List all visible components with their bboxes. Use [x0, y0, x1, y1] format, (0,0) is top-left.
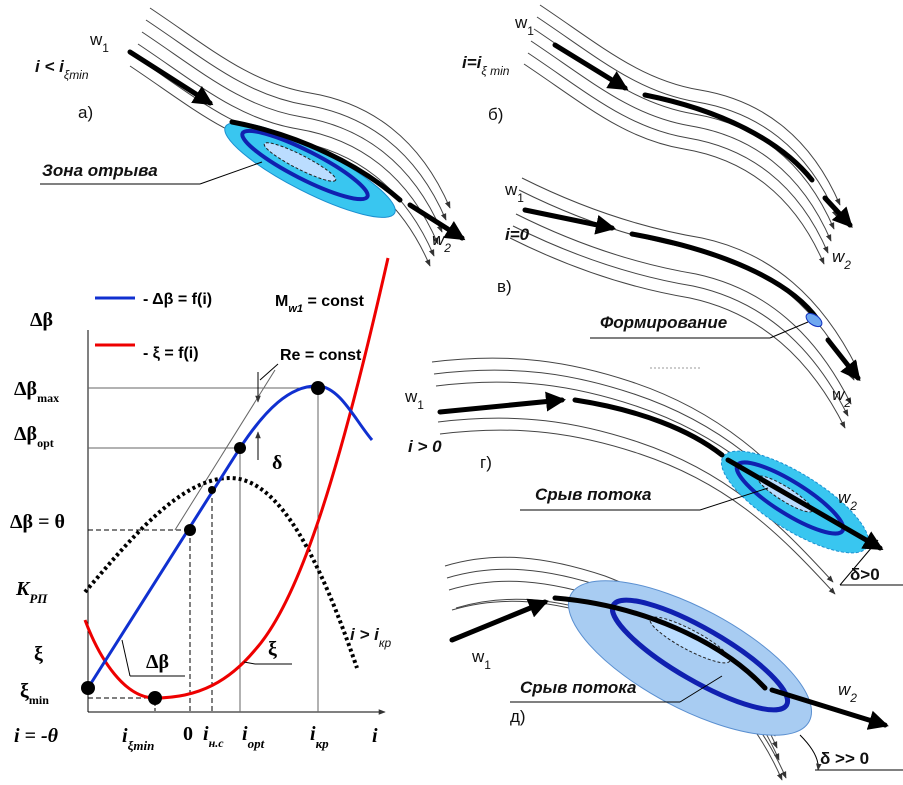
- point: [234, 442, 246, 454]
- point: [311, 381, 325, 395]
- forming-label: Формирование: [600, 313, 727, 332]
- leader: [200, 162, 262, 184]
- condition: i > 0: [408, 437, 442, 456]
- x-axis-label: i: [372, 725, 378, 747]
- x-label: iopt: [242, 723, 265, 751]
- blade: [632, 234, 818, 320]
- w1-label: w1: [504, 180, 524, 205]
- condition: i=iξ min: [462, 53, 510, 78]
- re-label: Re = const: [280, 347, 362, 364]
- w2-label: w2: [832, 247, 851, 272]
- streamline: [531, 41, 831, 241]
- w2-label: w2: [838, 680, 857, 705]
- inlet-arrow: [452, 602, 545, 640]
- stall-label: Срыв потока: [535, 485, 652, 504]
- dbeta-curve: [88, 386, 372, 688]
- blade: [575, 400, 722, 455]
- y-label: Δβ = θ: [10, 511, 65, 533]
- outlet-arrow: [825, 198, 850, 225]
- x-label: iξmin: [122, 725, 154, 753]
- point: [148, 691, 162, 705]
- y-label: ξ: [34, 643, 43, 665]
- w2-label: w2: [432, 230, 451, 255]
- zone-label: Зона отрыва: [42, 161, 158, 180]
- streamline: [516, 214, 851, 404]
- y-label: ξmin: [20, 680, 49, 707]
- panel-d: w1 Срыв потока д) w2 δ >> 0: [445, 550, 903, 780]
- w2-label: w2: [832, 385, 851, 410]
- stall-zone: [547, 550, 832, 765]
- deviation-label: δ >> 0: [820, 749, 869, 768]
- point: [208, 486, 216, 494]
- panel-v: w1 i=0 в) Формирование w2: [497, 178, 858, 428]
- x-label: i = -θ: [14, 725, 59, 747]
- panel-label: в): [497, 277, 512, 296]
- callout: Δβ: [146, 651, 169, 673]
- x-label: iн.с: [203, 723, 224, 750]
- y-label: KРП: [15, 578, 48, 606]
- w1-label: w1: [89, 30, 109, 55]
- callout: ξ: [268, 638, 277, 660]
- panel-label: г): [480, 453, 492, 472]
- leader: [260, 364, 278, 380]
- inlet-arrow: [130, 52, 210, 103]
- panel-label: д): [510, 707, 526, 726]
- legend-label: - Δβ = f(i): [143, 291, 212, 308]
- y-axis-label: Δβ: [30, 309, 53, 331]
- streamline: [524, 64, 824, 264]
- x-label: 0: [183, 723, 193, 745]
- legend-label: - ξ = f(i): [143, 345, 199, 362]
- blade: [645, 95, 812, 180]
- tangent-line: [175, 370, 275, 530]
- streamline: [537, 17, 837, 217]
- mach-label: Mw1 = const: [275, 293, 365, 315]
- condition: i=0: [505, 225, 530, 244]
- inlet-arrow: [440, 400, 562, 412]
- streamline: [146, 20, 446, 220]
- characteristic-chart: - Δβ = f(i) - ξ = f(i) Mw1 = const Re = …: [10, 258, 391, 753]
- leader: [244, 662, 255, 664]
- panel-label: а): [78, 103, 93, 122]
- y-label: Δβopt: [14, 423, 54, 450]
- panel-label: б): [488, 105, 503, 124]
- w1-label: w1: [404, 387, 424, 412]
- xi-curve: [85, 258, 388, 698]
- w1-label: w1: [471, 647, 491, 672]
- leader: [122, 640, 130, 676]
- deviation-arc: [800, 735, 818, 770]
- point: [184, 524, 196, 536]
- stall-label: Срыв потока: [520, 678, 637, 697]
- clip: [20, 218, 220, 232]
- x-label: iкр: [310, 723, 329, 751]
- figure: w1 i < iξmin а) Зона отрыва потока с нос…: [0, 0, 903, 785]
- deviation-label: δ>0: [850, 565, 880, 584]
- k-rp-curve: [85, 478, 357, 668]
- region-label: i > iкр: [350, 625, 391, 650]
- w1-label: w1: [514, 13, 534, 38]
- point: [81, 681, 95, 695]
- y-label: Δβmax: [14, 378, 59, 405]
- delta-label: δ: [272, 452, 282, 474]
- condition: i < iξmin: [35, 57, 89, 82]
- panel-a: w1 i < iξmin а) Зона отрыва потока с нос…: [20, 8, 462, 266]
